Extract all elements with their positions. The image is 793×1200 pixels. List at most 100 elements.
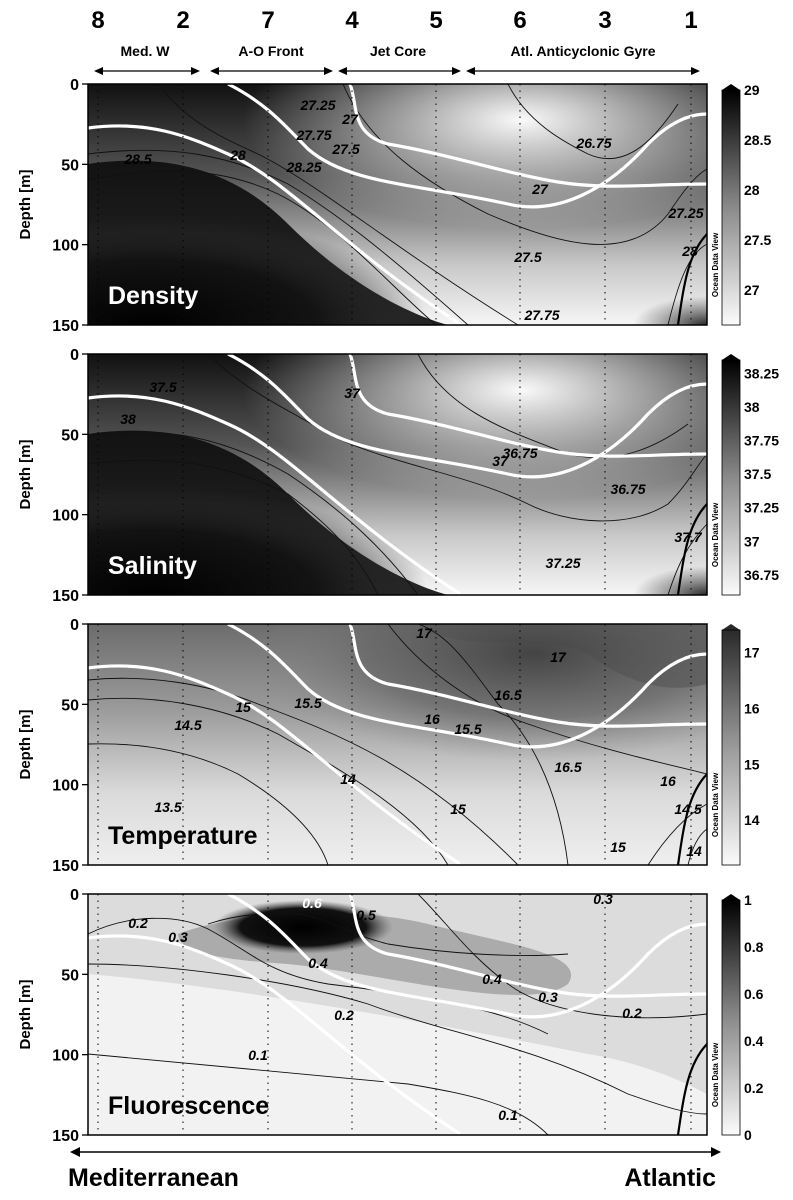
region-label-group: Med. W [94,43,200,75]
colorbar-tick-label: 16 [744,700,760,716]
region-arrow-right-head [691,67,700,75]
contour-label: 0.2 [128,915,148,931]
region-arrow-left-head [466,67,475,75]
y-axis-label: Depth [m] [17,710,34,780]
region-arrow-right-head [452,67,461,75]
contour-label: 28 [229,147,246,163]
colorbar-tick-label: 38 [744,399,760,415]
contour-line [88,963,707,1115]
y-tick-label: 0 [70,617,79,634]
front-line [227,894,707,1019]
front-line [227,354,707,479]
contour-label: 38 [120,411,136,427]
field-low-zone [88,974,707,1135]
contour-label: 15 [610,839,626,855]
panel-frame [87,893,708,1136]
region-label: Med. W [121,43,171,59]
colorbar-tick-label: 28.5 [744,132,771,148]
y-tick-label: 100 [52,1048,79,1065]
contour-label: 13.5 [154,799,181,815]
panel-salinity: 37.5 373836.7536.753737.2537.7050100150De… [17,347,779,605]
contour-label: 15 [235,699,251,715]
colorbar-tick-label: 15 [744,756,760,772]
colorbar-tick-label: 0.8 [744,939,764,955]
colorbar-tick-label: 36.75 [744,567,779,583]
colorbar-tick-label: 1 [744,892,752,908]
y-axis-label: Depth [m] [17,980,34,1050]
colorbar-tick-label: 28 [744,182,760,198]
contour-label: 0.2 [334,1007,354,1023]
colorbar-tick-label: 37.5 [744,466,771,482]
contour-line [88,1053,549,1135]
contour-label: 15 [450,801,466,817]
contour-label: 26.75 [575,135,611,151]
colorbar: 1 0.8 0.6 0.4 0.2 0 Ocean Data View [711,892,764,1143]
station-number: 5 [429,7,442,34]
y-axis-label: Depth [m] [17,170,34,240]
contour-line [387,624,707,775]
colorbar-scale [721,359,741,596]
contour-label: 0.1 [498,1107,518,1123]
panel-title: Density [108,282,198,310]
field-layer [88,894,707,1135]
contour-label: 15.5 [294,695,321,711]
contour-label: 27 [341,111,359,127]
field-layer [88,354,707,595]
contour-label: 37.7 [674,529,702,545]
contour-label: 17 [550,649,567,665]
contour-label: 0.4 [308,955,328,971]
colorbar-credit: Ocean Data View [711,502,720,567]
field-corner [88,354,707,595]
y-tick-label: 50 [61,157,79,174]
contour-label: 16.5 [494,687,521,703]
colorbar-tick-label: 0 [744,1127,752,1143]
panel-title: Temperature [108,822,258,850]
contour-label: 37 [344,385,361,401]
contour-label: 27.5 [331,141,359,157]
bold-contour-line [676,503,707,595]
front-line [348,894,707,998]
contour-line [207,354,707,522]
station-number: 3 [598,7,611,34]
panel-temperature: 17 15.5 16.5 17 15 16 14.5 15.5 16.5 16 14 13.5 15 14… [17,617,760,875]
colorbar-cap [722,84,740,90]
contour-label: 14.5 [674,801,701,817]
region-label: Jet Core [370,43,426,59]
contour-label: 0.3 [168,929,188,945]
contour-line [667,243,707,325]
colorbar-scale [721,899,741,1136]
region-label-group: Jet Core [338,43,461,75]
front-line [88,394,461,595]
colorbar-tick-label: 27.5 [744,232,771,248]
contour-line [507,84,679,160]
panel-title: Fluorescence [108,1092,269,1120]
colorbar-cap [722,894,740,900]
front-line [348,84,707,188]
colorbar-tick-label: 37.75 [744,433,779,449]
contour-label: 28.25 [285,159,321,175]
contour-label: 0.3 [593,891,613,907]
y-tick-label: 100 [52,238,79,255]
bold-contour-line [676,773,707,865]
field-inner [88,84,707,325]
colorbar-credit: Ocean Data View [711,772,720,837]
contour-label: 28.5 [123,151,151,167]
bold-contour-line [676,1043,707,1135]
y-tick-label: 50 [61,967,79,984]
contour-line [88,459,379,595]
colorbar-tick-label: 37.25 [744,500,779,516]
contour-label: 27.25 [299,97,335,113]
contour-label: 16.5 [554,759,581,775]
colorbar-tick-label: 29 [744,82,760,98]
field-corner [88,84,707,325]
contour-label: 0.1 [248,1047,268,1063]
contour-label: 16 [660,773,676,789]
region-arrow-left-head [338,67,347,75]
station-number: 1 [684,7,697,34]
front-line [348,354,707,458]
region-label-group: A-O Front [210,43,333,75]
contour-line [88,743,329,865]
y-tick-label: 0 [70,887,79,904]
field-layer [88,84,707,325]
contour-label: 27.75 [295,127,331,143]
